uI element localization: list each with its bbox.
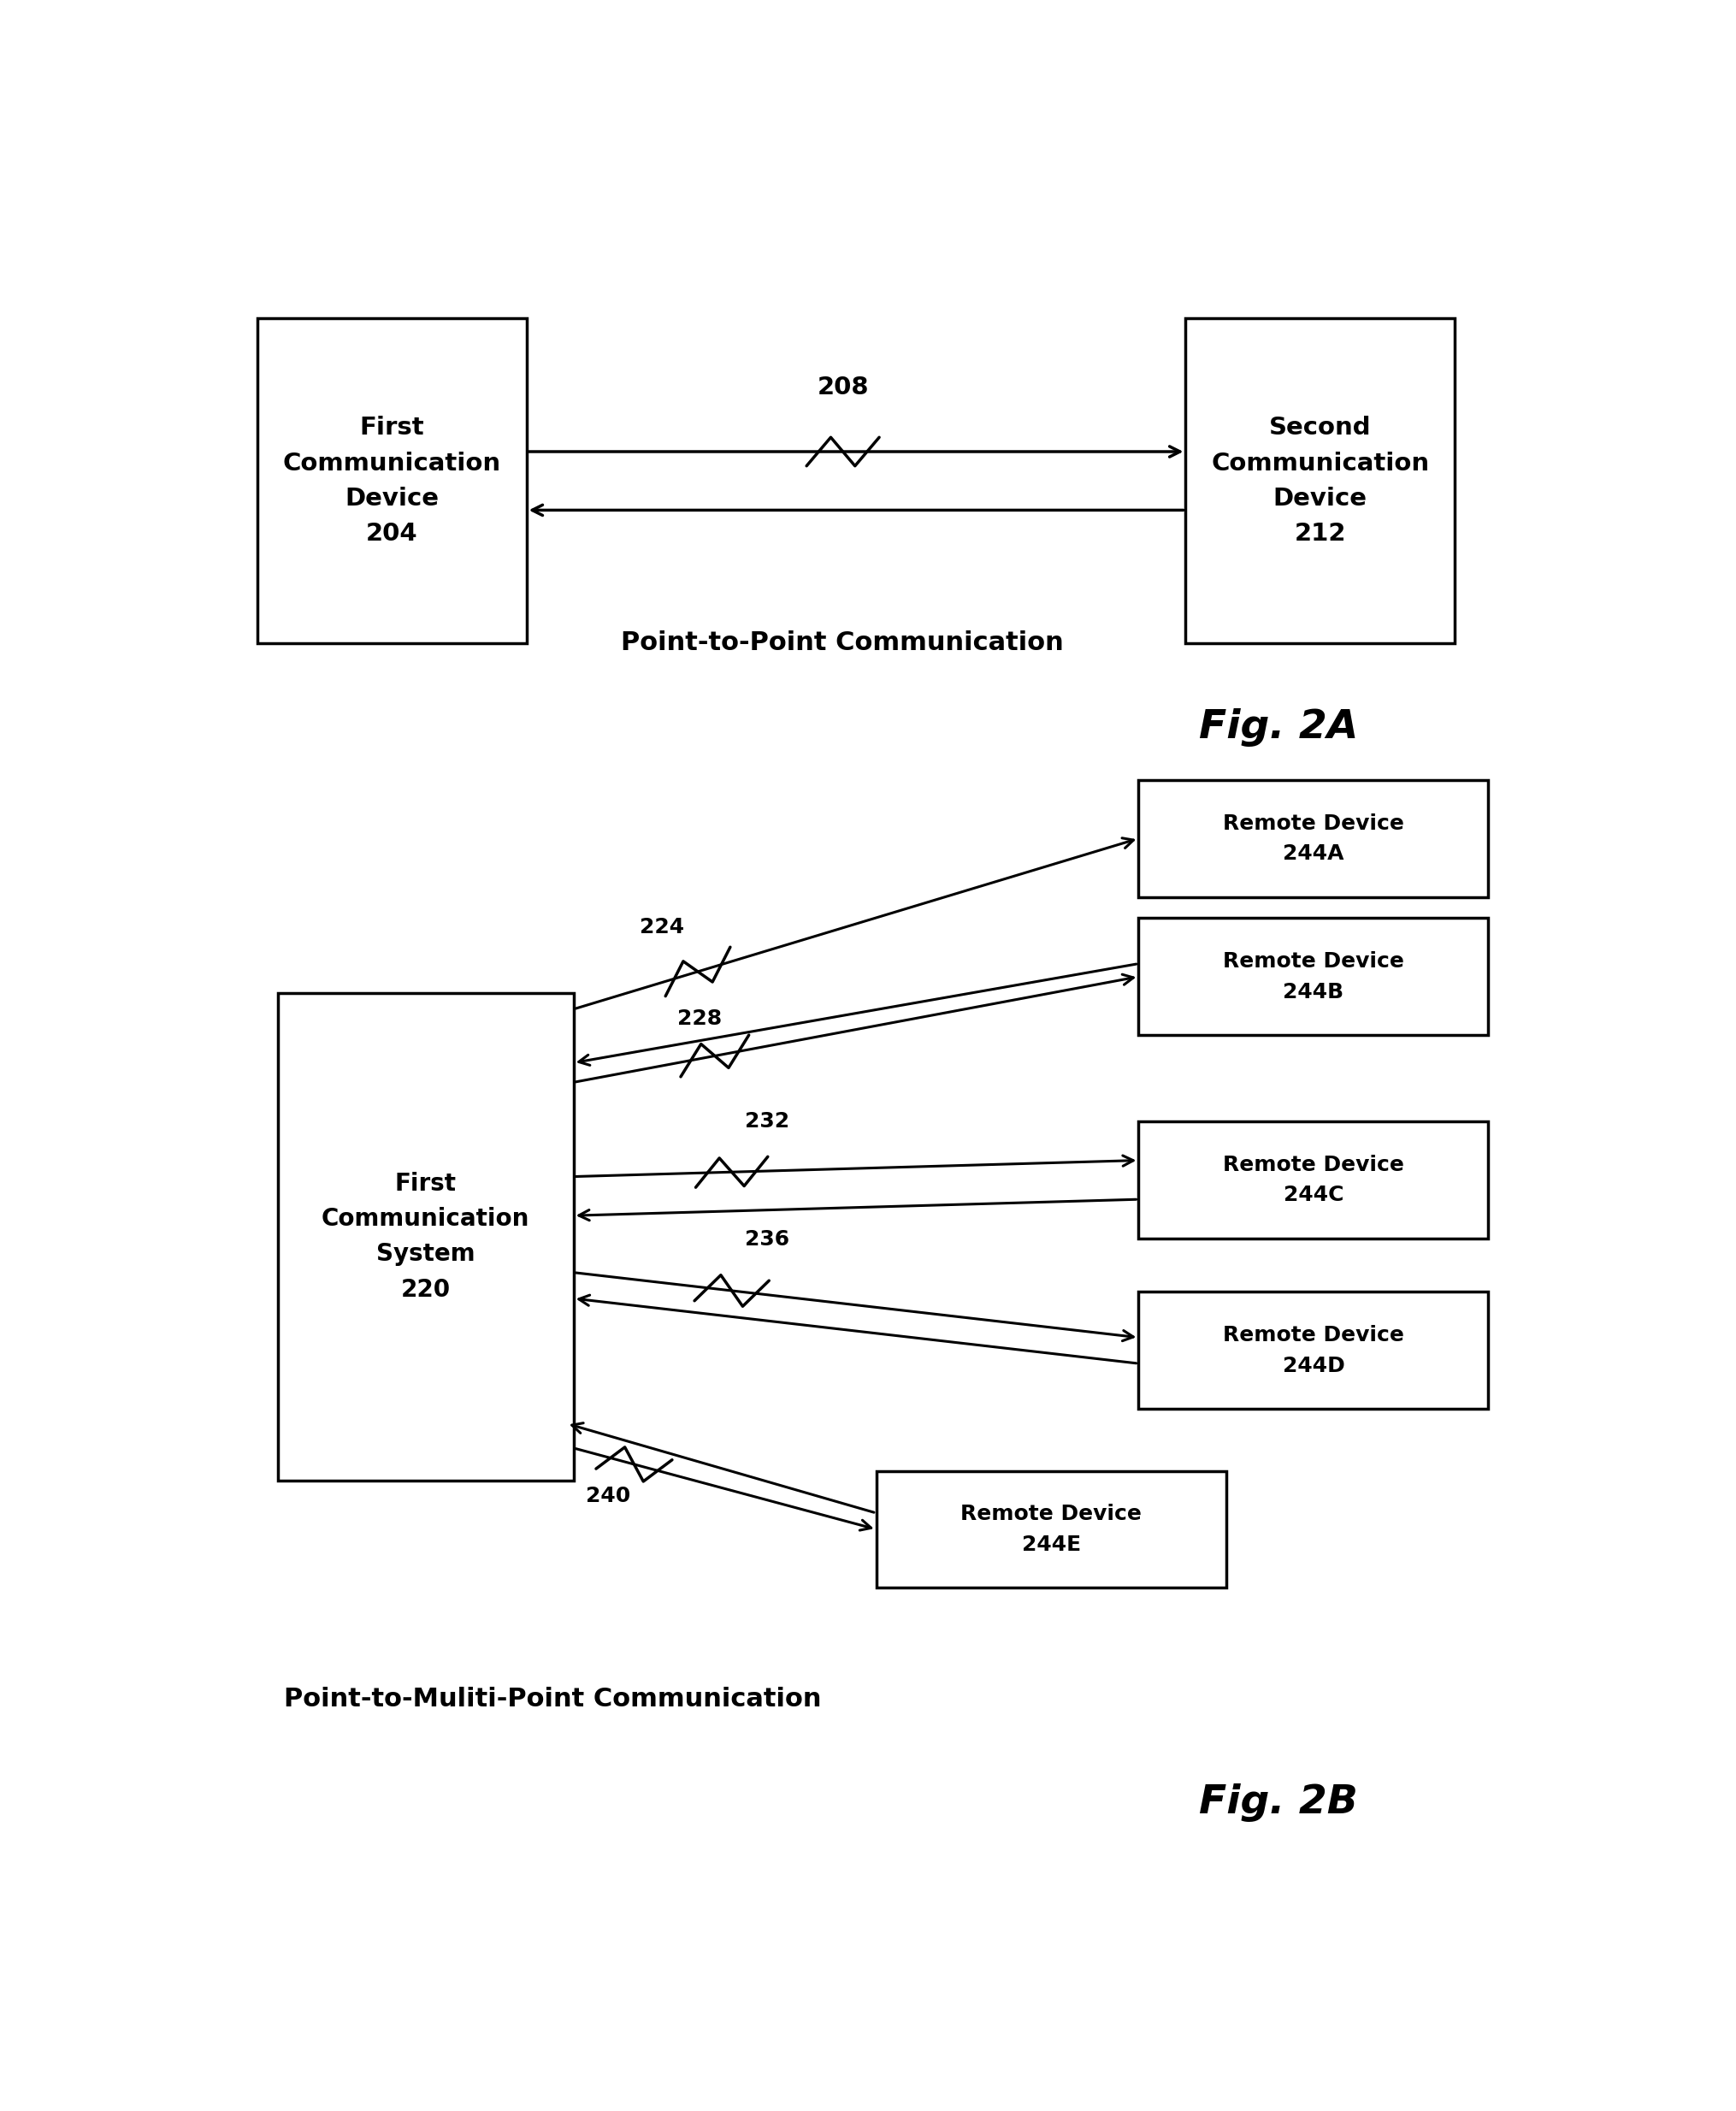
Text: 240: 240 <box>587 1486 630 1505</box>
Text: Fig. 2A: Fig. 2A <box>1200 709 1359 747</box>
Text: 232: 232 <box>745 1110 790 1131</box>
Bar <box>1139 1121 1488 1239</box>
Text: First
Communication
System
220: First Communication System 220 <box>321 1172 529 1302</box>
Text: 208: 208 <box>818 376 868 399</box>
Bar <box>278 992 573 1480</box>
Bar <box>877 1471 1226 1587</box>
Text: Remote Device
244B: Remote Device 244B <box>1222 952 1404 1003</box>
Text: Remote Device
244D: Remote Device 244D <box>1222 1326 1404 1376</box>
Text: Remote Device
244C: Remote Device 244C <box>1222 1155 1404 1205</box>
Text: Remote Device
244E: Remote Device 244E <box>960 1503 1142 1554</box>
Text: 224: 224 <box>639 918 684 937</box>
Text: 236: 236 <box>745 1229 790 1250</box>
Text: Fig. 2B: Fig. 2B <box>1200 1784 1358 1822</box>
Text: First
Communication
Device
204: First Communication Device 204 <box>283 416 502 547</box>
Text: Point-to-Muliti-Point Communication: Point-to-Muliti-Point Communication <box>285 1687 821 1712</box>
Bar <box>257 319 526 644</box>
Bar <box>1139 779 1488 897</box>
Bar <box>1139 1292 1488 1408</box>
Bar <box>1186 319 1455 644</box>
Bar <box>1139 918 1488 1034</box>
Text: Remote Device
244A: Remote Device 244A <box>1222 813 1404 863</box>
Text: 228: 228 <box>677 1009 722 1028</box>
Text: Point-to-Point Communication: Point-to-Point Communication <box>620 631 1064 654</box>
Text: Second
Communication
Device
212: Second Communication Device 212 <box>1212 416 1429 547</box>
